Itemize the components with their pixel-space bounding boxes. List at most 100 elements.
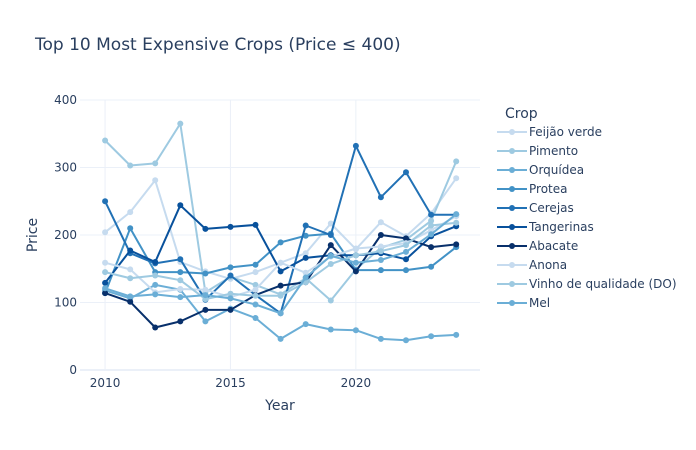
legend-swatch-marker xyxy=(509,281,515,287)
data-point xyxy=(152,259,159,265)
x-tick-label: 2020 xyxy=(341,376,372,390)
data-point xyxy=(177,318,184,325)
legend: Crop Feijão verde Pimento Orquídea Protea Ce… xyxy=(497,106,677,310)
legend-item: Protea xyxy=(497,182,567,196)
data-point xyxy=(302,269,309,276)
data-point xyxy=(152,160,159,167)
y-tick-label: 100 xyxy=(54,296,77,310)
data-point xyxy=(102,259,109,266)
data-point xyxy=(227,295,234,302)
data-point xyxy=(453,175,460,182)
x-tick-label: 2015 xyxy=(215,376,246,390)
legend-item: Vinho de qualidade (DO) xyxy=(497,277,677,291)
data-point xyxy=(403,337,409,344)
data-point xyxy=(127,209,134,216)
x-tick-label: 2010 xyxy=(90,376,121,390)
legend-swatch-marker xyxy=(509,262,515,268)
y-axis-title: Price xyxy=(25,218,41,252)
data-point xyxy=(252,292,259,299)
data-point xyxy=(102,198,109,205)
data-point xyxy=(102,285,109,292)
series-3 xyxy=(102,281,460,344)
data-point xyxy=(252,221,259,228)
data-point xyxy=(202,270,209,277)
data-point xyxy=(202,292,209,299)
data-point xyxy=(127,266,134,273)
data-point xyxy=(127,275,134,282)
legend-label: Tangerinas xyxy=(528,220,594,234)
data-point xyxy=(277,282,284,289)
data-point xyxy=(202,225,209,232)
legend-swatch-marker xyxy=(509,148,515,154)
legend-title: Crop xyxy=(505,106,538,122)
legend-label: Orquídea xyxy=(529,163,584,177)
data-point xyxy=(327,232,334,238)
data-point xyxy=(403,235,409,242)
data-point xyxy=(252,281,259,288)
data-point xyxy=(327,220,334,227)
data-point xyxy=(152,291,159,298)
legend-item: Mel xyxy=(497,296,550,310)
data-point xyxy=(453,241,460,248)
data-point xyxy=(377,194,384,201)
data-point xyxy=(102,269,109,276)
legend-item: Feijão verde xyxy=(497,125,602,139)
data-point xyxy=(377,219,384,226)
data-point xyxy=(302,250,309,257)
data-point xyxy=(227,290,234,297)
y-tick-label: 0 xyxy=(69,363,77,377)
data-point xyxy=(352,327,359,334)
series-layer xyxy=(102,120,460,344)
data-point xyxy=(352,142,359,149)
data-point xyxy=(152,272,159,279)
data-point xyxy=(102,229,109,236)
data-point xyxy=(277,268,284,275)
data-point xyxy=(453,331,460,338)
legend-swatch-marker xyxy=(509,205,515,211)
y-tick-label: 300 xyxy=(54,161,77,175)
legend-swatch-marker xyxy=(509,243,515,249)
data-point xyxy=(127,162,134,169)
data-point xyxy=(327,261,334,267)
data-point xyxy=(277,259,284,266)
legend-item: Pimento xyxy=(497,144,578,158)
data-point xyxy=(202,286,209,293)
legend-item: Anona xyxy=(497,258,567,272)
data-point xyxy=(428,211,435,218)
data-point xyxy=(127,247,134,254)
data-point xyxy=(327,326,334,333)
data-point xyxy=(227,264,234,271)
data-point xyxy=(403,242,409,249)
data-point xyxy=(102,279,109,286)
legend-label: Abacate xyxy=(529,239,578,253)
data-point xyxy=(302,274,309,281)
legend-item: Cerejas xyxy=(497,201,574,215)
data-point xyxy=(453,211,460,218)
data-point xyxy=(252,301,259,308)
legend-swatch-marker xyxy=(509,186,515,192)
data-point xyxy=(277,239,284,246)
data-point xyxy=(102,290,109,297)
data-point xyxy=(277,292,284,299)
legend-swatch-marker xyxy=(509,167,515,173)
data-point xyxy=(177,294,184,301)
data-point xyxy=(127,293,134,300)
data-point xyxy=(428,333,435,340)
data-point xyxy=(453,158,460,165)
legend-label: Vinho de qualidade (DO) xyxy=(529,277,677,291)
y-tick-label: 200 xyxy=(54,228,77,242)
data-point xyxy=(252,269,259,276)
data-point xyxy=(177,202,184,209)
data-point xyxy=(403,169,409,176)
data-point xyxy=(327,242,334,249)
data-point xyxy=(302,222,309,229)
data-point xyxy=(428,263,435,270)
data-point xyxy=(428,222,435,229)
data-point xyxy=(102,137,109,144)
data-point xyxy=(327,297,334,304)
data-point xyxy=(127,298,134,305)
data-point xyxy=(177,286,184,292)
legend-label: Feijão verde xyxy=(529,125,602,139)
data-point xyxy=(453,219,460,226)
data-point xyxy=(352,245,359,252)
